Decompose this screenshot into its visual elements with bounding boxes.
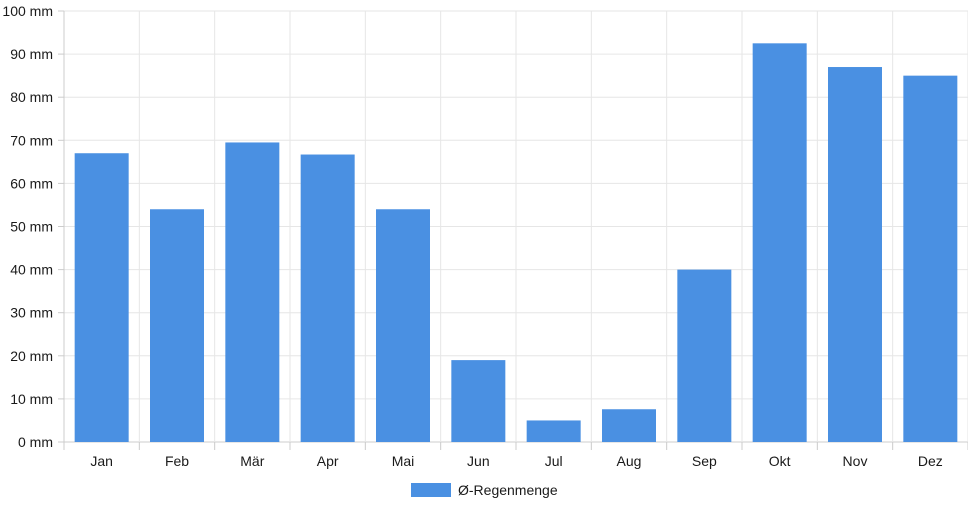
y-tick-label: 80 mm [10,89,53,105]
bar-nov[interactable] [828,67,882,442]
y-tick-label: 70 mm [10,132,53,148]
x-tick-label: Mär [240,453,264,469]
y-tick-label: 30 mm [10,305,53,321]
x-tick-label: Okt [769,453,791,469]
bar-aug[interactable] [602,409,656,442]
legend[interactable]: Ø-Regenmenge [411,482,558,498]
bar-series [74,43,958,443]
y-tick-label: 100 mm [2,3,53,19]
x-tick-label: Mai [392,453,415,469]
x-tick-label: Jun [467,453,490,469]
x-tick-label: Nov [843,453,868,469]
bar-jan[interactable] [74,153,129,443]
x-tick-label: Apr [317,453,339,469]
bar-jun[interactable] [451,360,506,442]
bar-feb[interactable] [150,209,204,442]
axes [58,10,968,450]
y-tick-label: 50 mm [10,219,53,235]
bar-apr[interactable] [300,154,355,442]
x-tick-label: Jul [545,453,563,469]
bar-okt[interactable] [752,43,807,442]
x-tick-label: Aug [617,453,642,469]
bar-mai[interactable] [376,209,430,442]
bar-jul[interactable] [526,420,581,442]
grid-lines [63,10,968,443]
x-tick-label: Dez [918,453,943,469]
x-axis-tick-labels: Jan Feb Mär Apr Mai Jun Jul Aug Sep Okt Nov Dez [90,453,942,469]
legend-label[interactable]: Ø-Regenmenge [458,482,558,498]
y-tick-label: 10 mm [10,391,53,407]
x-tick-label: Sep [692,453,717,469]
y-tick-label: 60 mm [10,175,53,191]
x-tick-label: Jan [90,453,113,469]
y-tick-label: 0 mm [18,434,53,450]
y-tick-label: 20 mm [10,348,53,364]
bar-dez[interactable] [903,75,958,443]
y-tick-label: 90 mm [10,46,53,62]
x-tick-label: Feb [165,453,189,469]
bar-mär[interactable] [225,142,280,442]
bar-sep[interactable] [677,269,732,442]
legend-swatch[interactable] [411,483,451,497]
y-axis-tick-labels: 0 mm 10 mm 20 mm 30 mm 40 mm 50 mm 60 mm 70 mm 8… [2,3,53,450]
y-tick-label: 40 mm [10,262,53,278]
